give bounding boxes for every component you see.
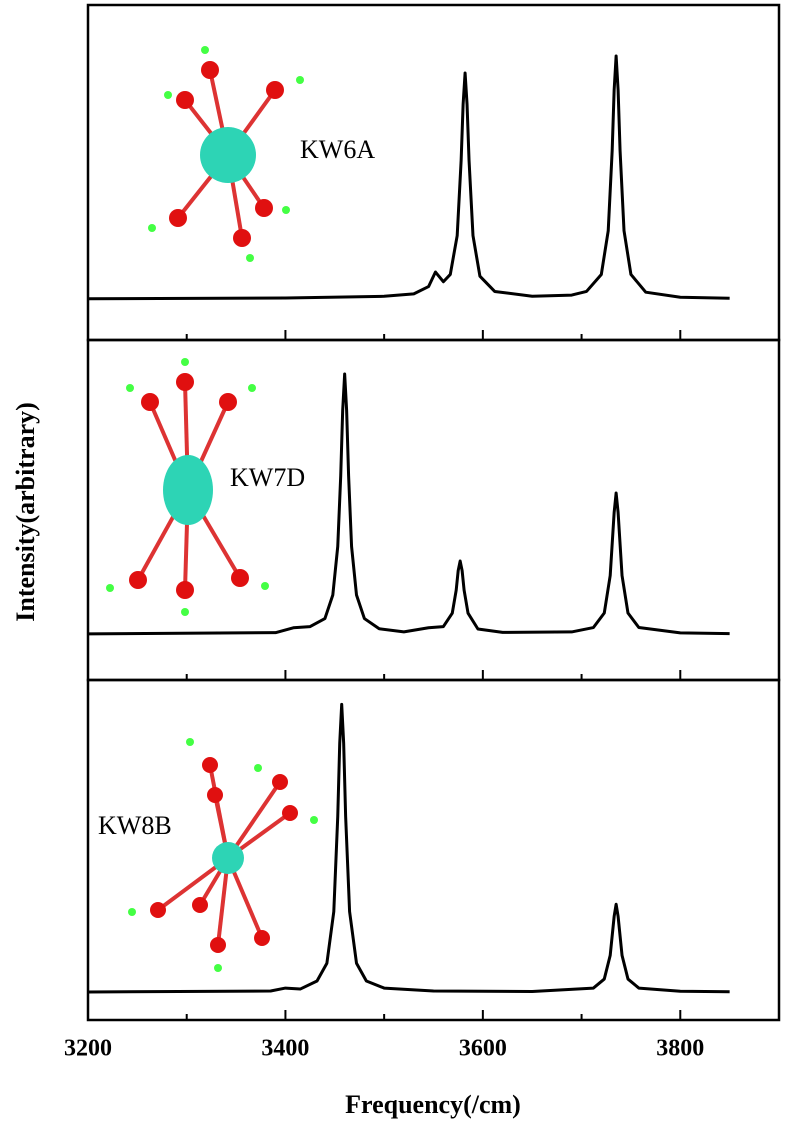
- panel-label: KW6A: [300, 135, 375, 164]
- molecule: [148, 46, 304, 262]
- x-tick-label: 3800: [656, 1036, 704, 1062]
- molecule: [128, 738, 318, 972]
- x-tick-label: 3600: [459, 1036, 507, 1062]
- spectrum-line: [87, 372, 730, 636]
- y-axis-label: Intensity(arbitrary): [11, 402, 40, 622]
- x-tick-label: 3200: [64, 1036, 112, 1062]
- panel-label: KW7D: [230, 463, 305, 492]
- spectrum-line: [87, 54, 730, 301]
- spectrum-line: [87, 702, 730, 994]
- molecule: [106, 358, 269, 616]
- x-tick-label: 3400: [261, 1036, 309, 1062]
- panel-frame: [86, 3, 781, 342]
- panel-label: KW8B: [98, 811, 172, 840]
- x-axis-label: Frequency(/cm): [345, 1090, 521, 1119]
- panel-frame: [86, 678, 781, 1022]
